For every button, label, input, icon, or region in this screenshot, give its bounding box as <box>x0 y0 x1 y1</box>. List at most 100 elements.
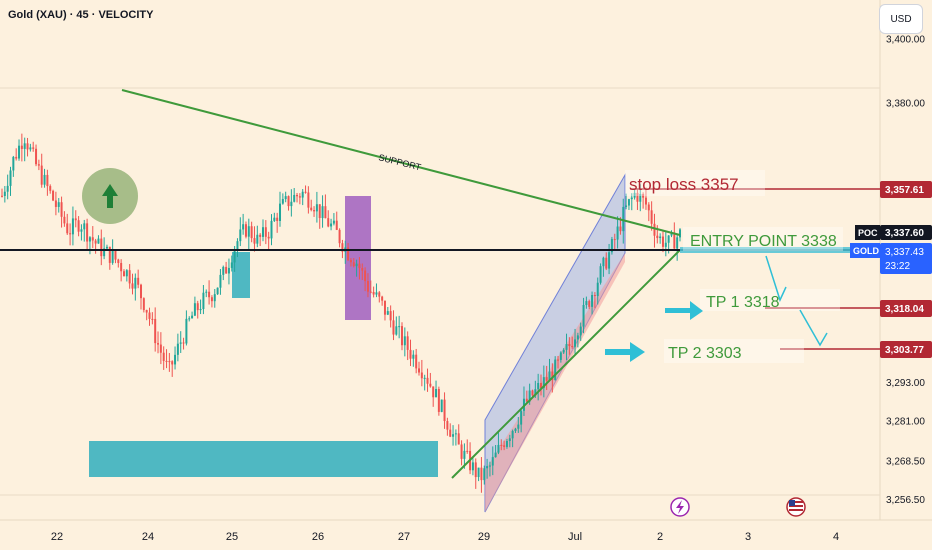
candle-body <box>656 235 659 239</box>
x-tick-label: 26 <box>312 531 324 543</box>
candle-body <box>551 371 554 380</box>
tp2-text: TP 2 3303 <box>668 345 742 362</box>
candle-body <box>273 217 276 221</box>
candle-body <box>463 450 466 459</box>
candle-body <box>176 343 179 355</box>
candle-body <box>279 203 282 221</box>
candle-body <box>100 238 103 257</box>
candle-body <box>91 237 94 241</box>
candle-body <box>352 262 355 267</box>
candle-body <box>49 186 52 191</box>
candle-body <box>162 352 165 361</box>
candle-body <box>403 336 406 346</box>
currency-button[interactable]: USD <box>879 4 923 34</box>
candle-body <box>239 229 242 242</box>
tp2-box <box>664 339 804 363</box>
y-tick-label: 3,293.00 <box>886 378 925 389</box>
candle-body <box>565 344 568 350</box>
candle-body <box>74 218 77 221</box>
candle-body <box>517 424 520 429</box>
candle-body <box>457 433 460 445</box>
x-tick-label: Jul <box>568 531 582 543</box>
x-axis: 22 24 25 26 27 29 Jul 2 3 4 <box>51 531 839 543</box>
candle-body <box>23 143 26 149</box>
candle-body <box>375 292 378 295</box>
candle-body <box>452 434 455 437</box>
y-tick-label: 3,268.50 <box>886 457 925 468</box>
candle-body <box>562 349 565 353</box>
candle-body <box>97 238 100 244</box>
candle-body <box>381 296 384 301</box>
x-tick-label: 24 <box>142 531 154 543</box>
candle-body <box>511 430 514 439</box>
gold-tag-label: GOLD <box>853 246 879 256</box>
candle-body <box>602 257 605 267</box>
candle-body <box>423 377 426 379</box>
candle-body <box>131 283 134 289</box>
candle-body <box>142 298 145 311</box>
candle-body <box>644 197 647 205</box>
x-tick-label: 2 <box>657 531 663 543</box>
candle-body <box>593 295 596 297</box>
candle-body <box>230 262 233 268</box>
candle-body <box>54 200 57 207</box>
candle-body <box>659 236 662 239</box>
candle-body <box>591 295 594 307</box>
stop-loss-box <box>625 170 765 196</box>
candle-body <box>557 359 560 361</box>
candle-body <box>338 229 341 244</box>
candle-body <box>679 229 681 238</box>
candle-body <box>52 190 55 201</box>
candle-body <box>627 199 630 206</box>
candle-body <box>446 421 449 430</box>
candle-body <box>114 250 117 260</box>
candle-body <box>66 223 69 234</box>
candle-body <box>301 191 304 198</box>
candle-body <box>599 266 602 283</box>
entry-text: ENTRY POINT 3338 <box>690 233 837 250</box>
candle-body <box>372 291 375 295</box>
candle-body <box>171 361 174 365</box>
candle-body <box>236 241 239 249</box>
candle-body <box>537 382 540 390</box>
candle-body <box>449 429 452 437</box>
x-tick-label: 25 <box>226 531 238 543</box>
candle-body <box>406 336 409 350</box>
candle-body <box>125 270 128 277</box>
small-zone <box>232 252 250 298</box>
path-arrow-1-icon <box>765 255 787 303</box>
poc-badge <box>880 225 932 240</box>
candle-body <box>625 205 628 207</box>
candle-body <box>327 218 330 227</box>
candle-body <box>392 320 395 335</box>
candle-body <box>608 252 611 269</box>
candle-body <box>86 223 89 242</box>
y-tick-label: 3,256.50 <box>886 495 925 506</box>
up-arrow-icon <box>102 184 118 208</box>
candle-body <box>378 292 381 297</box>
candle-body <box>539 382 542 389</box>
purple-zone <box>345 196 371 320</box>
candle-body <box>318 204 321 219</box>
candle-body <box>259 234 262 237</box>
candle-body <box>199 309 202 311</box>
candle-body <box>165 360 168 362</box>
candle-body <box>148 312 151 319</box>
candle-body <box>426 377 429 384</box>
lightning-glyph <box>676 500 684 514</box>
demand-zone <box>89 441 438 477</box>
stop-loss-text: stop loss 3357 <box>629 175 739 194</box>
poc-tag-label: POC <box>858 228 878 238</box>
x-tick-label: 4 <box>833 531 839 543</box>
candle-body <box>154 318 157 344</box>
tp1-text: TP 1 3318 <box>706 294 780 311</box>
candle-body <box>534 389 537 396</box>
candle-body <box>364 270 367 282</box>
candle-body <box>196 303 199 311</box>
entry-box <box>683 227 843 251</box>
stop-loss-badge-label: 3,357.61 <box>885 185 924 196</box>
candle-body <box>304 191 307 193</box>
stop-loss-badge <box>880 181 932 198</box>
candle-body <box>35 148 38 165</box>
